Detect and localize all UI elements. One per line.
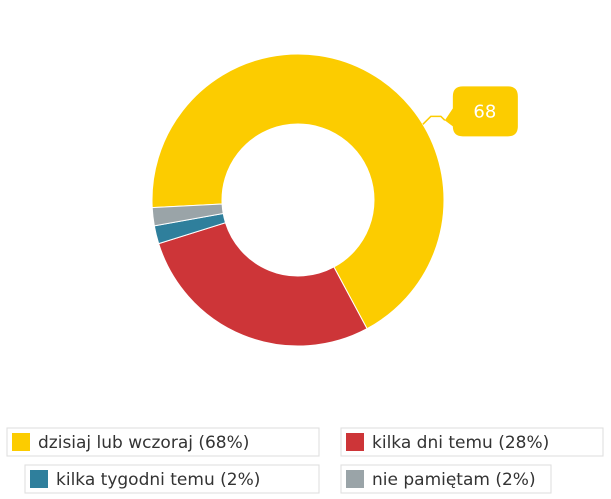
slice [158, 222, 368, 347]
legend-item [6, 427, 320, 457]
legend-swatch [346, 470, 364, 488]
legend-label: dzisiaj lub wczoraj (68%) [38, 433, 249, 453]
slice [151, 203, 224, 227]
legend-swatch [12, 433, 30, 451]
legend-label: nie pamiętam (2%) [372, 470, 536, 490]
data-label: 68 [473, 101, 496, 122]
slice [151, 53, 445, 330]
legend-item [340, 427, 604, 457]
callout-line [422, 115, 446, 125]
legend-item [340, 464, 552, 494]
legend-item [24, 464, 320, 494]
legend-swatch [346, 433, 364, 451]
legend-label: kilka dni temu (28%) [372, 433, 549, 453]
legend-swatch [30, 470, 48, 488]
legend-label: kilka tygodni temu (2%) [56, 470, 260, 490]
callout-box [444, 86, 518, 137]
